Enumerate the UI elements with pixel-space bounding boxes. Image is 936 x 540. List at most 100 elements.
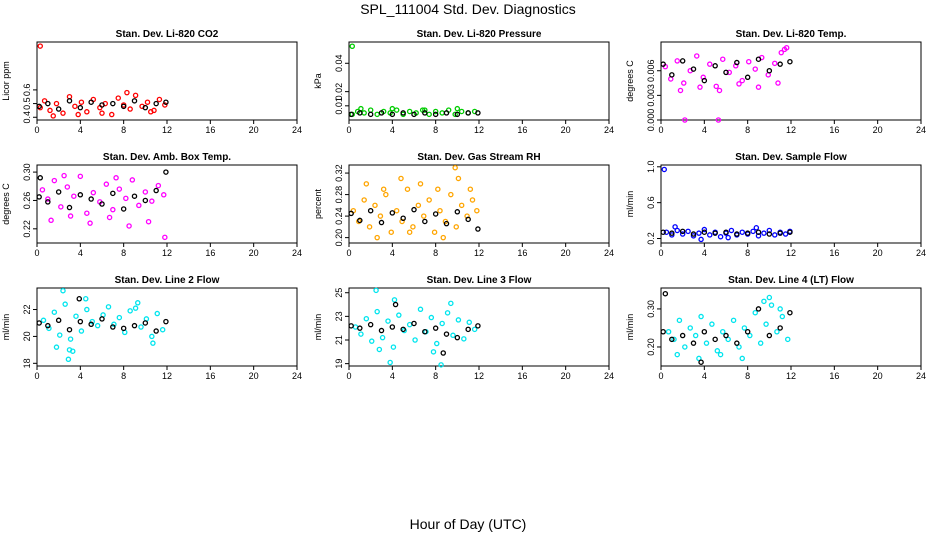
data-point xyxy=(99,201,105,207)
data-point xyxy=(752,309,759,316)
data-point xyxy=(36,103,42,110)
data-point xyxy=(734,340,740,346)
data-point xyxy=(665,329,672,335)
data-point xyxy=(420,213,427,219)
y-tick-label: 19 xyxy=(334,359,344,369)
data-point xyxy=(88,99,94,105)
x-tick-label: 16 xyxy=(517,371,527,381)
x-tick-label: 0 xyxy=(346,248,351,258)
panel-title: Stan. Dev. Sample Flow xyxy=(735,152,847,163)
data-point xyxy=(389,324,396,330)
data-point xyxy=(781,46,788,53)
data-point xyxy=(439,320,445,327)
data-point xyxy=(717,351,724,358)
y-tick-label: 0.4 xyxy=(22,111,32,124)
series-secondary xyxy=(349,43,478,118)
data-point xyxy=(439,110,445,116)
panel-title: Stan. Dev. Line 2 Flow xyxy=(115,275,220,286)
data-point xyxy=(750,228,756,235)
panel-4: Stan. Dev. Amb. Box Temp. 0 4 8 12 16 20 24 0.22… xyxy=(1,152,302,258)
data-point xyxy=(153,328,159,334)
data-point xyxy=(716,87,723,94)
y-tick-label: 0.30 xyxy=(22,163,32,181)
y-tick-label: 23 xyxy=(334,311,344,321)
data-point xyxy=(467,186,474,192)
data-point xyxy=(713,83,720,90)
panel-5: Stan. Dev. Gas Stream RH 0 4 8 12 16 20 24 0.20 0… xyxy=(313,152,614,258)
data-point xyxy=(707,232,713,238)
data-point xyxy=(150,340,156,346)
data-point xyxy=(162,102,168,108)
data-point xyxy=(422,110,428,116)
data-point xyxy=(84,109,90,115)
data-point xyxy=(387,359,393,366)
data-point xyxy=(440,234,446,241)
data-point xyxy=(61,172,67,179)
data-point xyxy=(99,110,105,116)
y-tick-label: 21 xyxy=(334,335,344,345)
y-axis-label: ml/min xyxy=(1,314,11,341)
plot-frame xyxy=(36,287,298,367)
data-point xyxy=(755,229,762,235)
x-tick-label: 16 xyxy=(205,371,215,381)
data-point xyxy=(455,317,462,323)
data-point xyxy=(755,306,762,312)
data-point xyxy=(88,196,94,202)
data-point xyxy=(162,234,168,241)
data-point xyxy=(400,215,406,222)
data-point xyxy=(84,306,90,313)
data-point xyxy=(777,306,783,312)
data-point xyxy=(131,98,138,104)
data-point xyxy=(660,329,666,335)
data-point xyxy=(367,107,374,113)
data-point xyxy=(779,313,786,320)
data-point xyxy=(134,300,141,306)
data-point xyxy=(159,326,166,333)
data-point xyxy=(432,108,439,115)
data-point xyxy=(380,186,387,192)
y-tick-label: 0.01 xyxy=(334,97,344,115)
data-point xyxy=(106,214,113,221)
data-point xyxy=(355,218,362,225)
data-point xyxy=(679,231,686,237)
data-point xyxy=(367,321,374,328)
data-point xyxy=(378,110,385,116)
data-point xyxy=(452,164,458,171)
data-point xyxy=(712,336,718,343)
data-point xyxy=(127,308,133,314)
data-point xyxy=(660,61,666,67)
data-point xyxy=(131,193,138,199)
panel-6: Stan. Dev. Sample Flow 0 4 8 12 16 20 24 0.2 0.6 1… xyxy=(625,152,926,258)
data-point xyxy=(422,107,428,113)
x-tick-label: 0 xyxy=(34,125,39,135)
data-point xyxy=(777,61,783,67)
data-point xyxy=(739,77,746,84)
data-point xyxy=(701,226,708,233)
y-axis-label: kPa xyxy=(313,73,323,89)
data-point xyxy=(774,329,780,335)
data-point xyxy=(728,227,735,234)
plot-frame xyxy=(348,41,610,121)
data-point xyxy=(53,100,60,107)
data-point xyxy=(154,310,160,317)
data-point xyxy=(406,321,413,328)
x-tick-label: 8 xyxy=(745,125,750,135)
data-point xyxy=(110,190,116,197)
data-point xyxy=(145,218,152,225)
data-point xyxy=(50,113,57,119)
y-tick-label: 0.28 xyxy=(334,186,344,204)
data-point xyxy=(94,322,101,329)
x-tick-label: 20 xyxy=(873,248,883,258)
data-point xyxy=(417,306,424,313)
plot-frame xyxy=(36,164,298,244)
series-secondary xyxy=(665,294,791,362)
data-point xyxy=(714,348,721,354)
data-point xyxy=(71,193,77,199)
y-tick-label: 0.5 xyxy=(22,97,32,110)
x-tick-label: 16 xyxy=(517,248,527,258)
y-tick-label: 1.0 xyxy=(646,161,656,174)
data-point xyxy=(51,177,58,184)
data-point xyxy=(120,206,127,212)
data-point xyxy=(142,320,149,326)
